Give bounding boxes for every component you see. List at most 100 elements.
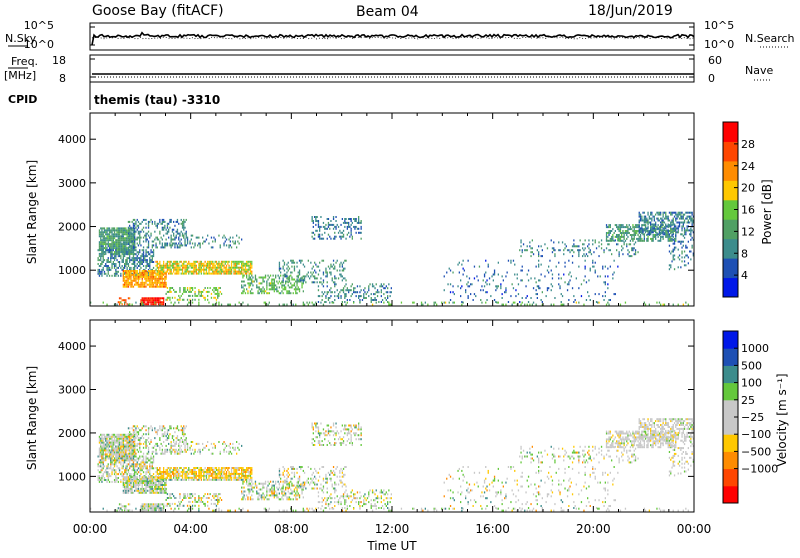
power-cell xyxy=(119,245,120,247)
velocity-cell xyxy=(114,444,115,446)
power-cell xyxy=(193,267,194,269)
power-cell xyxy=(264,292,265,294)
power-cell xyxy=(683,235,684,237)
power-cell xyxy=(674,258,675,260)
power-cell xyxy=(251,275,252,277)
power-cell xyxy=(189,295,190,297)
power-cell xyxy=(163,267,164,269)
power-cell xyxy=(217,263,218,265)
power-cell xyxy=(289,290,290,292)
power-cell xyxy=(325,295,326,297)
power-cell xyxy=(617,234,618,236)
power-cell xyxy=(299,288,300,290)
power-cell xyxy=(665,214,666,216)
power-cell xyxy=(351,218,352,220)
velocity-cell xyxy=(115,475,116,477)
velocity-cell xyxy=(163,484,164,486)
power-cell xyxy=(271,281,272,283)
power-cell xyxy=(285,274,286,276)
power-cell xyxy=(154,282,155,284)
power-cell xyxy=(548,272,549,274)
power-cell xyxy=(183,299,184,301)
power-cell xyxy=(295,292,296,294)
power-cell xyxy=(330,220,331,222)
power-cell xyxy=(128,237,129,239)
power-cell xyxy=(301,279,302,281)
velocity-cell xyxy=(119,467,120,469)
power-cell xyxy=(659,228,660,230)
velocity-cell xyxy=(183,467,184,469)
power-cell xyxy=(654,234,655,236)
power-cell xyxy=(137,239,138,241)
power-cell xyxy=(135,259,136,261)
power-cell xyxy=(296,284,297,286)
power-cell xyxy=(132,304,133,306)
power-cell xyxy=(681,216,682,218)
velocity-cell xyxy=(152,480,153,482)
power-cell xyxy=(249,267,250,269)
power-cell xyxy=(182,299,183,301)
power-cell xyxy=(299,270,300,272)
power-cell xyxy=(127,280,128,282)
power-cell xyxy=(329,297,330,299)
power-cell xyxy=(318,226,319,228)
power-cell xyxy=(223,261,224,263)
power-cell xyxy=(128,241,129,243)
power-cell xyxy=(284,275,285,277)
power-cell xyxy=(101,249,102,251)
power-cell xyxy=(162,227,163,229)
power-cell xyxy=(174,291,175,293)
power-cell xyxy=(530,277,531,279)
power-cell xyxy=(300,279,301,281)
power-cell xyxy=(675,214,676,216)
velocity-cell xyxy=(144,492,145,494)
power-cell xyxy=(157,239,158,241)
cpid-value: themis (tau) -3310 xyxy=(94,93,220,107)
power-cell xyxy=(119,243,120,245)
power-cell xyxy=(233,261,234,263)
power-cell xyxy=(213,271,214,273)
power-cell xyxy=(622,230,623,232)
power-cell xyxy=(130,229,131,231)
power-cell xyxy=(601,243,602,245)
power-cell xyxy=(670,212,671,214)
power-cell xyxy=(673,258,674,260)
power-cell xyxy=(288,292,289,294)
power-cell xyxy=(187,269,188,271)
power-cell xyxy=(123,245,124,247)
power-cell xyxy=(106,261,107,263)
velocity-cell xyxy=(148,469,149,471)
power-cell xyxy=(542,249,543,251)
power-cell xyxy=(118,229,119,231)
power-cell xyxy=(230,267,231,269)
power-cell xyxy=(231,267,232,269)
noise-right-tick-bottom: 10^0 xyxy=(704,38,734,51)
power-cell xyxy=(649,233,650,235)
power-cell xyxy=(286,272,287,274)
power-cell xyxy=(653,234,654,236)
velocity-cell xyxy=(116,453,117,455)
power-cell xyxy=(680,241,681,243)
power-cell xyxy=(491,275,492,277)
power-cell xyxy=(104,253,105,255)
power-cell xyxy=(357,222,358,224)
power-cell xyxy=(144,257,145,259)
power-cell xyxy=(178,302,179,304)
power-cell xyxy=(133,241,134,243)
power-cell xyxy=(636,238,637,240)
power-cell xyxy=(197,295,198,297)
power-cell xyxy=(140,263,141,265)
power-cell xyxy=(188,271,189,273)
power-cell xyxy=(155,225,156,227)
power-cell xyxy=(108,273,109,275)
power-cell xyxy=(275,277,276,279)
power-cell xyxy=(183,229,184,231)
power-cell xyxy=(286,268,287,270)
power-cell xyxy=(134,241,135,243)
power-cell xyxy=(616,226,617,228)
power-cell xyxy=(143,304,144,306)
power-cell xyxy=(252,281,253,283)
power-cell xyxy=(528,301,529,303)
power-cell xyxy=(148,235,149,237)
power-cell xyxy=(627,228,628,230)
